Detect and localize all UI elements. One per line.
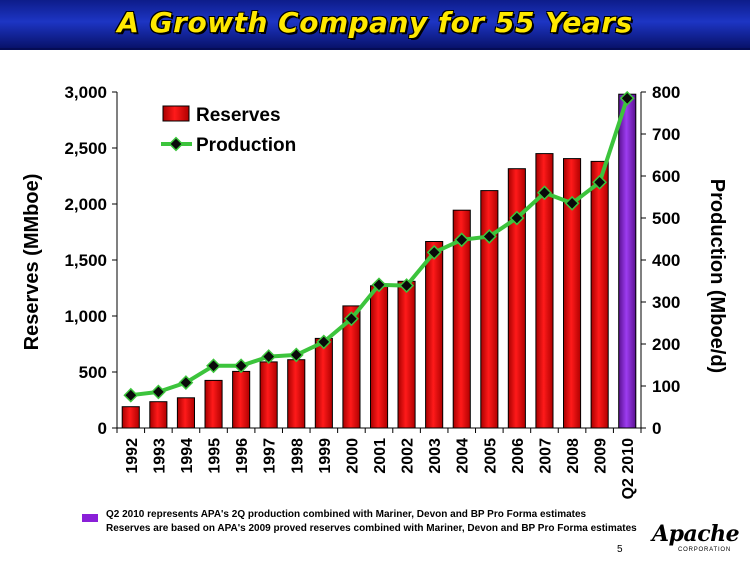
y-left-tick-label: 2,500	[64, 139, 107, 158]
production-marker	[343, 311, 359, 327]
production-marker	[481, 229, 497, 244]
y-left-tick-label: 500	[79, 363, 107, 382]
production-marker	[619, 90, 635, 106]
production-marker	[233, 358, 249, 374]
x-tick-label: 2002	[400, 438, 417, 474]
reserves-bar	[370, 285, 389, 429]
note-color-swatch	[82, 514, 98, 522]
logo-wordmark: Apache	[652, 521, 740, 547]
production-marker	[206, 358, 221, 374]
x-tick-label: 2007	[538, 438, 555, 474]
reserves-bar	[204, 379, 223, 429]
y-left-tick-label: 2,000	[64, 195, 107, 214]
title-bar	[0, 0, 750, 50]
y-right-tick-label: 300	[652, 293, 680, 312]
y-left-tick-label: 3,000	[64, 83, 107, 102]
reserves-bar	[259, 361, 278, 429]
production-marker	[564, 195, 580, 211]
reserves-bar	[287, 359, 306, 429]
x-tick-label: 1992	[124, 438, 141, 474]
logo-subtitle: CORPORATION	[678, 547, 732, 553]
reserves-bar	[535, 153, 554, 429]
x-tick-label: 1993	[151, 438, 168, 474]
x-tick-label: 2001	[372, 438, 389, 474]
production-marker	[592, 174, 608, 190]
reserves-bar	[507, 168, 526, 429]
y-left-tick-label: 0	[98, 419, 107, 438]
x-tick-label: 2009	[593, 438, 610, 474]
y-axis-left-label: Reserves (MMboe)	[21, 174, 43, 351]
x-tick-label: 2003	[427, 438, 444, 474]
x-tick-label: 1996	[234, 438, 251, 474]
y-right-tick-label: 800	[652, 83, 680, 102]
x-tick-label: 2004	[455, 438, 472, 474]
x-tick-label: 2000	[344, 438, 361, 474]
production-marker	[426, 244, 442, 260]
production-marker	[509, 210, 525, 226]
x-tick-label: 2006	[510, 438, 527, 474]
production-marker	[399, 278, 415, 294]
production-marker	[150, 384, 166, 400]
reserves-bar	[314, 337, 333, 429]
legend-production-label: Production	[196, 135, 296, 156]
y-right-tick-label: 200	[652, 335, 680, 354]
y-axis-right-label: Production (Mboe/d)	[706, 179, 728, 373]
reserves-bar	[121, 406, 140, 429]
y-right-tick-label: 400	[652, 251, 680, 270]
reserves-bar	[232, 370, 251, 429]
footnote-production: Q2 2010 represents APA's 2Q production c…	[106, 509, 587, 520]
company-logo: Apache CORPORATION	[650, 519, 742, 559]
x-tick-label: 2008	[565, 438, 582, 474]
reserves-bar	[590, 160, 609, 429]
x-tick-label: 2005	[482, 438, 499, 474]
slide-title: A Growth Company for 55 Years	[117, 6, 633, 39]
y-right-tick-label: 500	[652, 209, 680, 228]
y-left-tick-label: 1,000	[64, 307, 107, 326]
production-marker	[537, 185, 552, 201]
page-number: 5	[617, 544, 623, 555]
production-marker	[261, 349, 277, 365]
x-tick-label: Q2 2010	[620, 438, 637, 499]
y-right-tick-label: 100	[652, 377, 680, 396]
legend-reserves-swatch	[162, 105, 190, 122]
x-tick-label: 1994	[179, 438, 196, 474]
y-right-tick-label: 0	[652, 419, 661, 438]
y-right-tick-label: 700	[652, 125, 680, 144]
production-marker	[371, 277, 387, 293]
production-marker	[316, 334, 332, 350]
x-tick-label: 1997	[262, 438, 279, 474]
production-marker	[454, 232, 470, 248]
x-tick-label: 1995	[207, 438, 224, 474]
y-right-tick-label: 600	[652, 167, 680, 186]
reserves-bar	[425, 241, 444, 429]
chart: 0 500 1,000 1,500 2,000 2,500 3,000 0 100 200 300 4…	[21, 83, 728, 499]
production-marker	[288, 347, 304, 363]
reserves-bar	[618, 93, 637, 429]
reserves-bar	[149, 401, 168, 429]
reserves-bar	[176, 397, 195, 429]
legend-production-marker	[168, 136, 184, 152]
x-tick-label: 1998	[289, 438, 306, 474]
production-marker	[123, 387, 139, 403]
legend: Reserves Production	[161, 105, 296, 156]
reserves-bar	[480, 190, 499, 429]
y-left-tick-label: 1,500	[64, 251, 107, 270]
production-marker	[178, 375, 194, 391]
reserves-bar	[563, 158, 582, 429]
x-tick-label: 1999	[317, 438, 334, 474]
reserves-bar	[342, 305, 361, 429]
reserves-bar	[397, 280, 416, 429]
legend-reserves-label: Reserves	[196, 105, 281, 126]
footnote-reserves: Reserves are based on APA's 2009 proved …	[106, 523, 637, 534]
reserves-bar	[452, 209, 471, 429]
